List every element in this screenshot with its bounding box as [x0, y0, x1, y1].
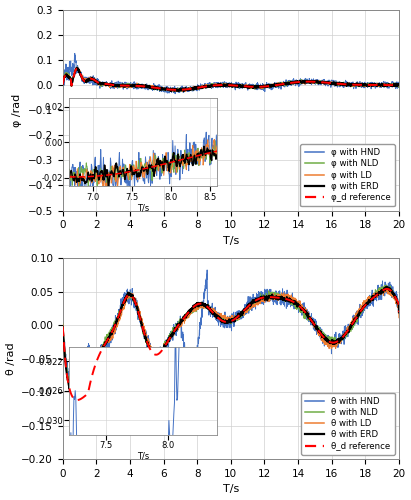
Legend: φ with HND, φ with NLD, φ with LD, φ with ERD, φ_d reference: φ with HND, φ with NLD, φ with LD, φ wit…: [300, 144, 395, 206]
Legend: θ with HND, θ with NLD, θ with LD, θ with ERD, θ_d reference: θ with HND, θ with NLD, θ with LD, θ wit…: [301, 392, 395, 455]
Y-axis label: φ /rad: φ /rad: [12, 94, 22, 126]
X-axis label: T/s: T/s: [223, 236, 239, 246]
Y-axis label: θ /rad: θ /rad: [6, 342, 16, 375]
X-axis label: T/s: T/s: [223, 484, 239, 494]
